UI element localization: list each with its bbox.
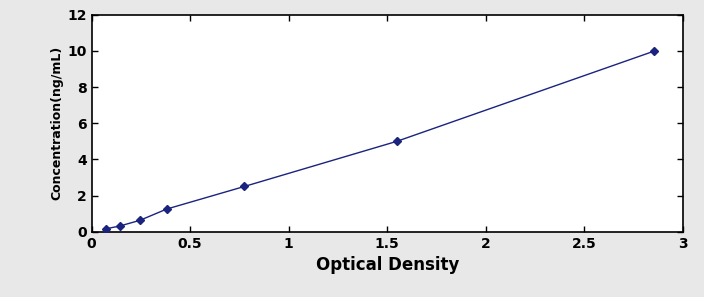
X-axis label: Optical Density: Optical Density — [315, 256, 459, 274]
Y-axis label: Concentration(ng/mL): Concentration(ng/mL) — [50, 46, 63, 200]
